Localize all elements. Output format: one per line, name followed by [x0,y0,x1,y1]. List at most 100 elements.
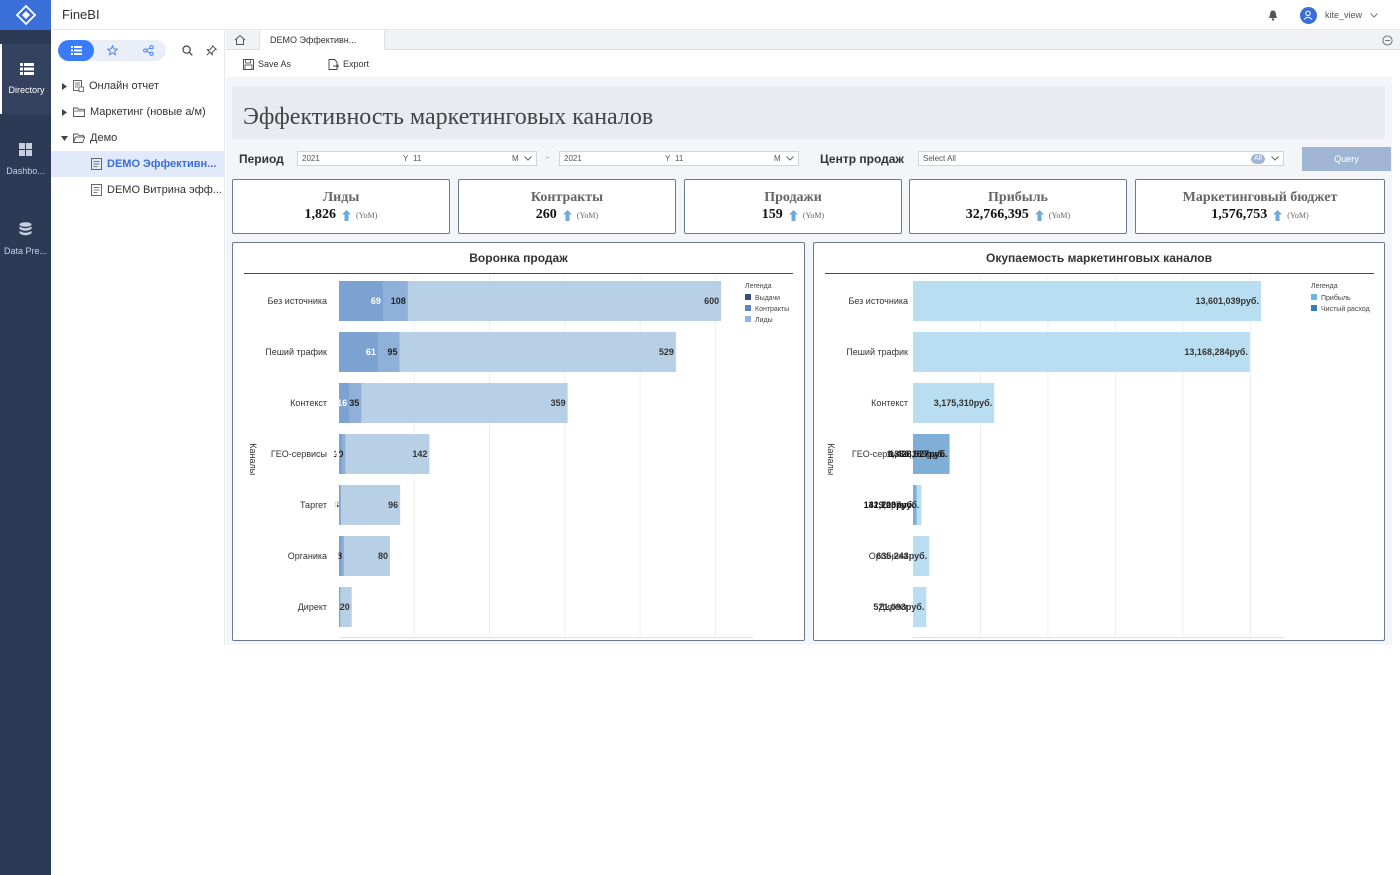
list-view-icon [70,45,82,55]
dashboard-file-icon [91,184,102,196]
sales-center-select[interactable]: Select All All [918,151,1284,166]
tree-item-online-report[interactable]: Онлайн отчет [51,73,224,99]
axis-title: Каналы [248,443,258,475]
kpi-value: 1,576,753 [1211,207,1268,222]
star-icon [106,44,118,56]
data-label: 13,601,039руб. [1195,296,1259,306]
tree-item-label: Онлайн отчет [89,80,159,92]
tree-item-demo-showcase[interactable]: DEMO Витрина эфф... [51,177,224,203]
data-label: 1,336,189руб. [887,449,945,459]
bar-2 [339,383,350,423]
bar-2 [339,587,341,627]
category-label: Контекст [290,398,327,408]
user-name[interactable]: kite_view [1324,10,1362,20]
list-icon [19,63,34,75]
dashboard-toolbar: Save As Export [226,51,1400,77]
search-icon[interactable] [178,40,196,60]
legend-label: Прибыль [1321,294,1351,302]
save-as-label: Save As [258,59,292,69]
tree-item-demo[interactable]: Демо [51,125,224,151]
to-year: 2021 [564,154,582,163]
report-icon [73,80,84,92]
nav-dashboard[interactable]: Dashbo... [0,124,51,194]
share-button[interactable] [130,40,166,61]
bar-0 [339,485,401,525]
logo-icon [15,4,36,26]
bell-icon[interactable] [1268,10,1278,21]
export-icon [328,58,340,70]
category-label: Без источника [267,296,327,306]
nav-directory[interactable]: Directory [0,44,51,114]
tree-item-marketing[interactable]: Маркетинг (новые а/м) [51,99,224,125]
tree-view-button[interactable] [58,39,94,61]
directory-tree: Онлайн отчет Маркетинг (новые а/м) Демо … [51,73,224,203]
finebi-logo[interactable] [0,0,51,30]
bar-2 [339,434,343,474]
kpi-card-sales: Продажи 159 (YoM) [684,179,902,234]
collapse-arrow-icon[interactable] [60,135,68,141]
from-month-unit: M [512,154,519,163]
save-as-button[interactable]: Save As [243,58,292,70]
data-label: 2 [333,602,338,612]
top-bar: FineBI kite_view [51,0,1400,30]
category-label: ГЕО-сервисы [271,449,327,459]
data-label: 529 [659,347,674,357]
kpi-value: 159 [761,207,783,222]
payback-panel: Окупаемость маркетинговых каналов Каналы… [813,242,1385,641]
bar-1 [913,485,917,525]
title-divider [244,273,793,274]
nav-dashboard-label: Dashbo... [6,165,45,176]
tree-item-demo-effectiveness[interactable]: DEMO Эффективн... [51,151,224,177]
chevron-down-icon[interactable] [786,156,794,161]
expand-arrow-icon[interactable] [60,82,68,90]
expand-arrow-icon[interactable] [60,108,68,116]
directory-panel: Онлайн отчет Маркетинг (новые а/м) Демо … [51,30,225,645]
tab-label: DEMO Эффективн... [270,35,357,45]
bar-0 [913,281,1261,321]
kpi-name: Маркетинговый бюджет [1182,190,1338,205]
all-badge: All [1251,154,1265,164]
user-icon[interactable] [1299,6,1317,24]
bar-0 [339,434,430,474]
kpi-card-profit: Прибыль 32,766,395 (YoM) [909,179,1127,234]
bar-0 [913,536,930,576]
kpi-card-marketing-budget: Маркетинговый бюджет 1,576,753 (YoM) [1135,179,1385,234]
chevron-down-icon[interactable] [1271,156,1279,161]
from-year-unit: Y [403,154,409,163]
favorites-button[interactable] [94,40,130,61]
tab-demo-effectiveness[interactable]: DEMO Эффективн... [259,30,385,50]
data-label: 359 [551,398,566,408]
tree-item-label: Демо [90,132,118,144]
data-label: 96 [388,500,398,510]
bar-1 [913,434,950,474]
to-month: 11 [675,154,684,163]
view-switch [58,39,166,61]
arrow-up-icon [1034,209,1044,221]
period-from-picker[interactable]: 2021 Y 11 M [297,151,537,166]
collapse-tabs-icon[interactable] [1382,33,1393,51]
legend-label: Лиды [755,317,773,324]
chart-title: Воронка продаж [469,251,568,265]
chevron-down-icon[interactable] [1370,12,1378,18]
data-label: 2 [333,500,338,510]
bar-0 [339,536,390,576]
export-button[interactable]: Export [328,58,369,70]
kpi-name: Лиды [322,190,360,205]
user-area: kite_view [1268,0,1378,30]
period-to-picker[interactable]: 2021 Y 11 M [559,151,799,166]
category-label: Органика [869,551,908,561]
data-label: 635,243руб. [876,551,927,561]
legend-label: Контракты [755,306,789,313]
period-dash: - [546,152,549,162]
chevron-down-icon[interactable] [524,156,532,161]
arrow-up-icon [342,209,352,221]
kpi-yoy: (YoM) [576,210,599,220]
category-label: Таргет [881,500,908,510]
unpin-icon[interactable] [202,40,220,60]
kpi-name: Прибыль [988,190,1048,205]
nav-data-preparation[interactable]: Data Pre... [0,204,51,274]
query-button[interactable]: Query [1302,147,1391,171]
app-name: FineBI [62,7,100,22]
home-icon[interactable] [234,33,246,51]
